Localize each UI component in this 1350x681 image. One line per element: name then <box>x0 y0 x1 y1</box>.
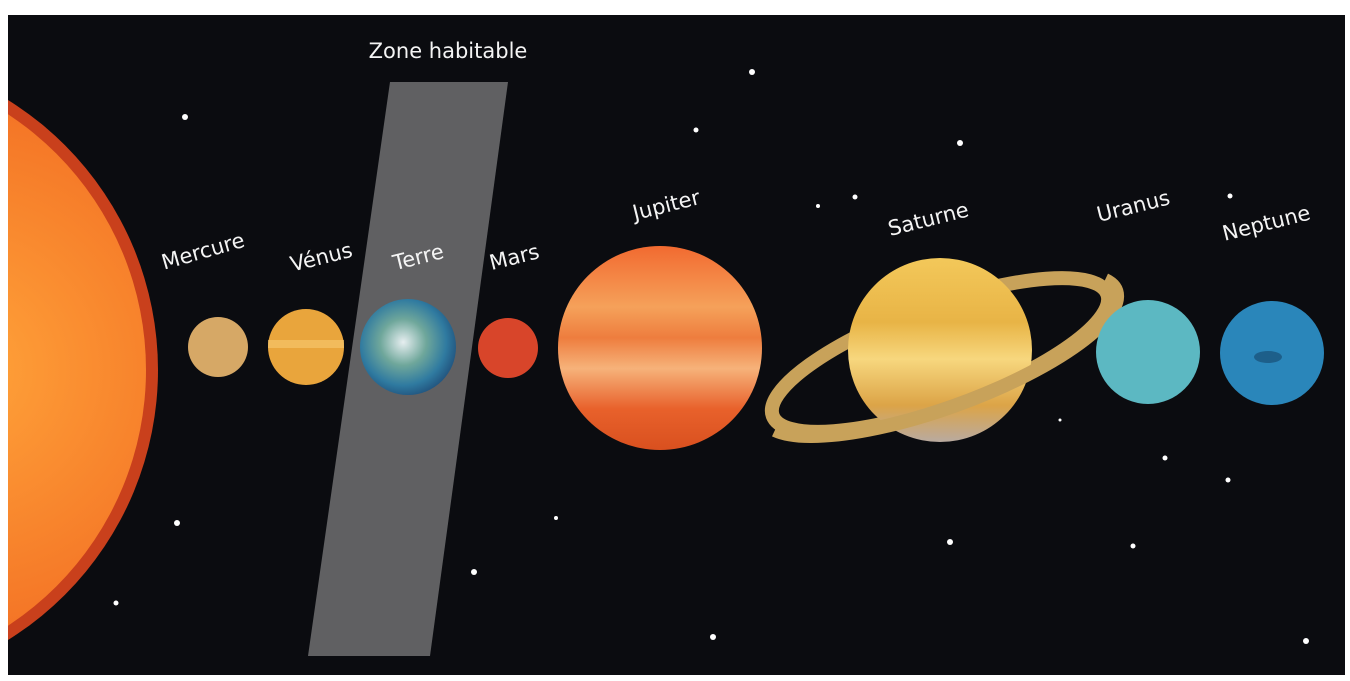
mercury <box>188 317 248 377</box>
star <box>1163 456 1168 461</box>
diagram: Zone habitable Mercure Vénus Terre Mars … <box>0 0 1350 681</box>
star <box>182 114 188 120</box>
star <box>1228 194 1233 199</box>
star <box>1131 544 1136 549</box>
star <box>710 634 716 640</box>
earth <box>360 299 456 395</box>
star <box>114 601 119 606</box>
star <box>947 539 953 545</box>
uranus <box>1096 300 1200 404</box>
page: {"zone": {"label": "Zone habitable"}, "p… <box>0 0 1350 681</box>
venus-band <box>268 340 344 348</box>
star <box>749 69 755 75</box>
star <box>174 520 180 526</box>
neptune-spot <box>1254 351 1282 363</box>
mars <box>478 318 538 378</box>
star <box>471 569 477 575</box>
star <box>816 204 820 208</box>
star <box>853 195 858 200</box>
jupiter <box>558 246 762 450</box>
star <box>1303 638 1309 644</box>
star <box>1226 478 1231 483</box>
star <box>694 128 699 133</box>
star <box>957 140 963 146</box>
zone-label: Zone habitable <box>369 39 528 63</box>
scene: Zone habitable Mercure Vénus Terre Mars … <box>0 15 1345 681</box>
star <box>554 516 558 520</box>
star <box>1059 419 1062 422</box>
